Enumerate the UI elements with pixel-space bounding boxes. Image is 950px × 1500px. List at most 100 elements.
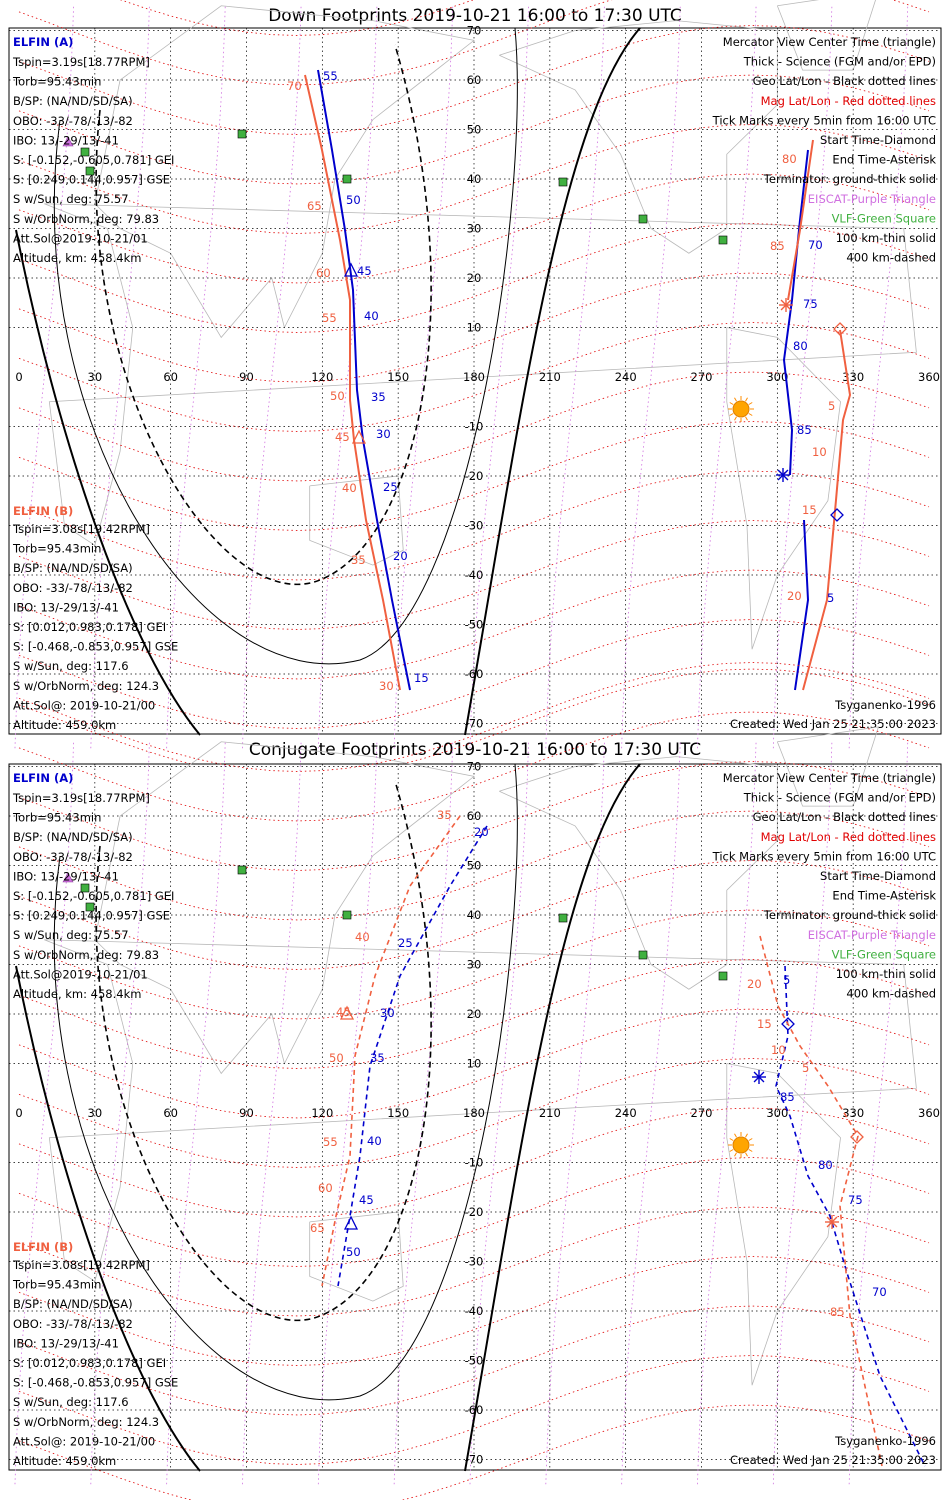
elfin-b-info-line: OBO: -33/-78/-13/-82 [13, 1317, 133, 1331]
elfin-a-info-line: S w/OrbNorm, deg: 79.83 [13, 212, 159, 226]
elfin-b-info-line: Altitude: 459.0km [13, 1454, 116, 1468]
elfin-b-tick-label: 45 [335, 430, 350, 444]
elfin-b-info-line: S: [-0.468,-0.853,0.957] GSE [13, 640, 178, 654]
elfin-a-conj-tick-label: 80 [818, 1158, 833, 1172]
sun-ray [745, 416, 748, 421]
vlf-station-square [80, 883, 90, 893]
elfin-b-start-diamond [833, 322, 847, 336]
elfin-a-tick-label: 85 [797, 423, 812, 437]
lat-tick-label: -30 [465, 1255, 484, 1269]
elfin-b-conj-tick-label: 35 [437, 808, 452, 822]
elfin-a-tick-label: 5 [827, 591, 834, 605]
elfin-a-track-east [782, 149, 809, 476]
elfin-b-tick-label: 80 [782, 152, 797, 166]
continent-outline [499, 756, 778, 990]
elfin-a-info-line: S: [-0.152,-0.605,0.781] GEI [13, 889, 174, 903]
mag-longitude-line [848, 741, 909, 1485]
vlf-station-square [85, 902, 95, 912]
mag-longitude-line [545, 741, 605, 1485]
vlf-station-square [718, 235, 728, 245]
elfin-b-info-line: S w/Sun, deg: 117.6 [13, 659, 129, 673]
elfin-b-info-line: S w/Sun, deg: 117.6 [13, 1395, 129, 1409]
elfin-b-conj-center-triangle [339, 1005, 355, 1020]
elfin-a-info-line: Tspin=3.19s[18.77RPM] [12, 55, 150, 69]
elfin-a-info-line: IBO: 13/-29/13/-41 [13, 133, 119, 147]
lat-tick-label: 30 [467, 222, 482, 236]
legend-entry: 400 km-dashed [846, 251, 936, 265]
elfin-a-tick-label: 50 [346, 193, 361, 207]
elfin-a-tick-label: 30 [376, 427, 391, 441]
elfin-b-info-line: IBO: 13/-29/13/-41 [13, 600, 119, 614]
sun-icon [732, 400, 750, 418]
mag-longitude-line [848, 5, 909, 749]
elfin-b-heading: ELFIN (B) [13, 504, 73, 518]
elfin-a-tick-label: 70 [808, 238, 823, 252]
lon-tick-label: 90 [239, 370, 254, 384]
elfin-a-track-east-south [794, 519, 810, 691]
elfin-b-track-east [787, 139, 814, 301]
mag-longitude-line [393, 741, 454, 1485]
elfin-b-conj-tick-label: 85 [830, 1305, 845, 1319]
elfin-b-tick-label: 50 [330, 389, 345, 403]
legend-entry: Terminator: ground-thick solid [763, 172, 936, 186]
vlf-station-square [718, 971, 728, 981]
elfin-b-conj-tick-label: 60 [318, 1181, 333, 1195]
continent-outline [309, 475, 404, 566]
elfin-b-tick-label: 30 [379, 679, 394, 693]
elfin-a-conjugate-track-east [775, 965, 926, 1467]
legend-entry: Terminator: ground-thick solid [763, 908, 936, 922]
sun-ray [748, 402, 753, 405]
lon-tick-label: 0 [15, 370, 22, 384]
continent-outline [94, 741, 475, 1075]
lat-tick-label: 70 [467, 760, 482, 774]
vlf-station-square [80, 147, 90, 157]
elfin-a-tick-label: 55 [323, 69, 338, 83]
lat-tick-label: -60 [465, 667, 484, 681]
legend-entry: 100 km-thin solid [836, 231, 936, 245]
sun-ray [734, 397, 737, 402]
elfin-b-tick-label: 85 [770, 239, 785, 253]
legend-entry: Mercator View Center Time (triangle) [723, 35, 936, 49]
mag-longitude-line [166, 5, 226, 749]
elfin-a-conj-tick-label: 20 [474, 825, 489, 839]
lat-tick-label: 40 [467, 172, 482, 186]
elfin-a-info-line: S w/Sun, deg: 75.57 [13, 192, 129, 206]
elfin-b-info-line: B/SP: (NA/ND/SD/SA) [13, 561, 133, 575]
vlf-station-square [638, 950, 648, 960]
elfin-b-info-line: OBO: -33/-78/-13/-82 [13, 581, 133, 595]
lat-tick-label: 60 [467, 73, 482, 87]
model-label: Tsyganenko-1996 [834, 698, 936, 712]
down-tracks: 55 50 45 40 35 30 25 20 15 70 75 80 85 5 70 65 60 55 50 45 4… [287, 69, 852, 693]
sun-ray [748, 1149, 753, 1152]
lon-tick-label: 180 [463, 370, 485, 384]
mag-longitude-line [621, 741, 681, 1485]
lon-tick-label: 180 [463, 1106, 485, 1120]
lat-tick-label: 10 [467, 1057, 482, 1071]
elfin-a-info-line: Att.Sol@2019-10-21/01 [13, 231, 148, 245]
elfin-a-info-line: OBO: -33/-78/-13/-82 [13, 114, 133, 128]
mag-longitude-line [469, 741, 529, 1485]
elfin-b-info-line: S: [0.012,0.983,0.178] GEI [13, 1356, 166, 1370]
legend-entry: Tick Marks every 5min from 16:00 UTC [712, 849, 936, 863]
continent-outline [44, 939, 917, 1282]
elfin-b-conj-tick-label: 20 [747, 977, 762, 991]
lon-tick-label: 60 [163, 370, 178, 384]
lon-tick-label: 240 [615, 1106, 637, 1120]
elfin-a-tick-label: 75 [803, 297, 818, 311]
elfin-a-info-line: Torb=95.43min [12, 811, 101, 825]
lat-tick-label: 20 [467, 1007, 482, 1021]
elfin-b-conj-tick-label: 10 [771, 1043, 786, 1057]
vlf-station-square [237, 865, 247, 875]
mag-longitude-line [242, 741, 302, 1485]
mag-longitude-line [772, 741, 833, 1485]
legend-entry: Tick Marks every 5min from 16:00 UTC [712, 113, 936, 127]
elfin-a-conj-tick-label: 35 [370, 1051, 385, 1065]
eiscat-triangle [62, 872, 74, 883]
elfin-b-info-line: Altitude: 459.0km [13, 718, 116, 732]
lon-tick-label: 30 [88, 1106, 103, 1120]
lon-tick-label: 30 [88, 370, 103, 384]
elfin-a-info-line: S: [0.249,0.144,0.957] GSE [13, 173, 170, 187]
elfin-b-track-west [304, 74, 401, 691]
elfin-a-conj-tick-label: 40 [367, 1134, 382, 1148]
elfin-a-conj-tick-label: 70 [872, 1285, 887, 1299]
